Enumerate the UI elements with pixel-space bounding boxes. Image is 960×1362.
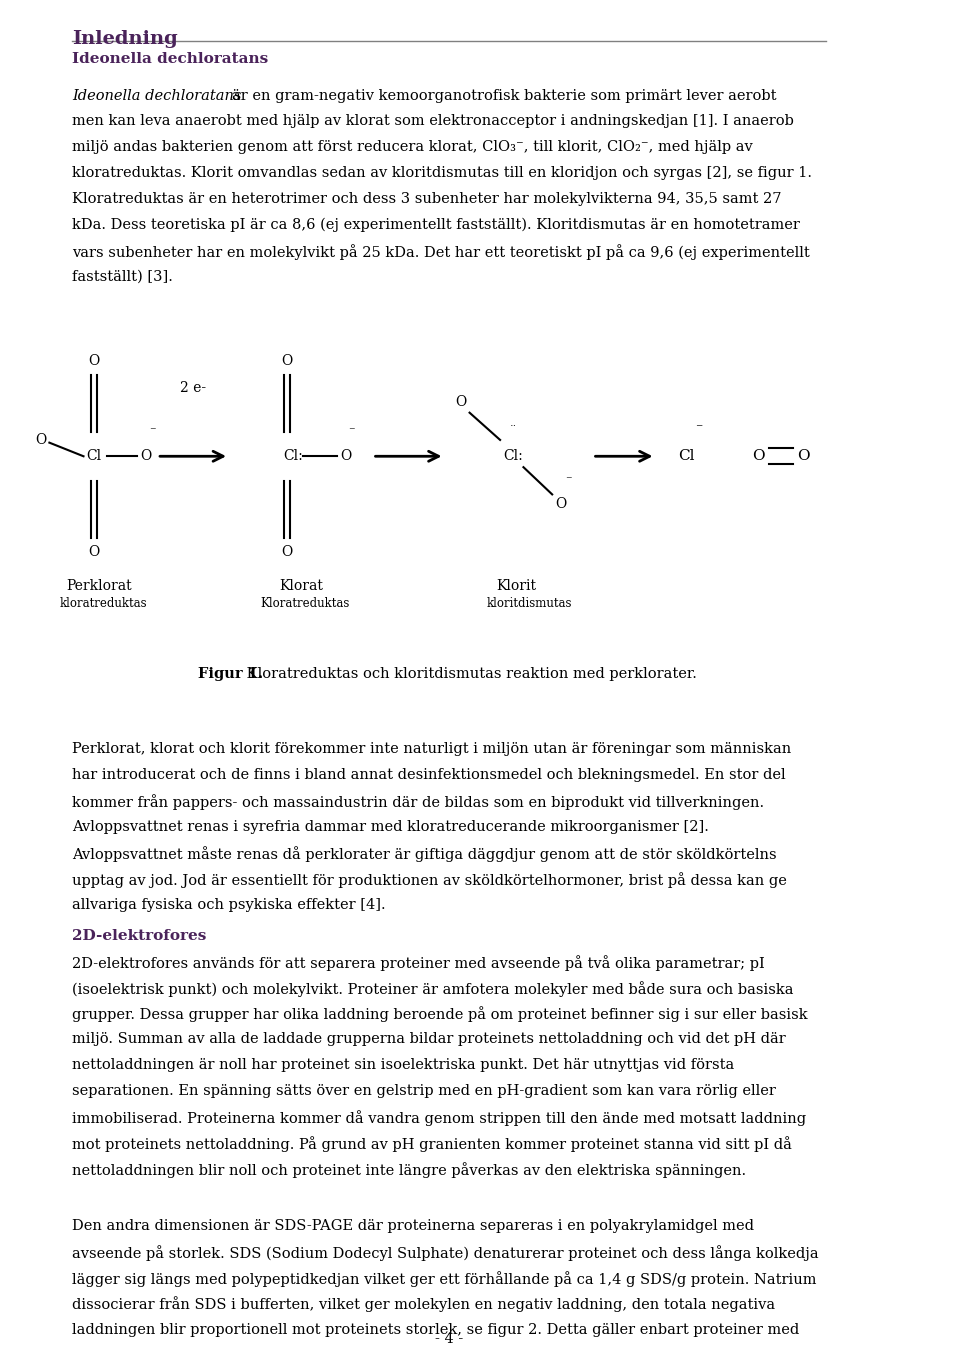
Text: nettoladdningen är noll har proteinet sin isoelektriska punkt. Det här utnyttjas: nettoladdningen är noll har proteinet si… bbox=[72, 1058, 734, 1072]
Text: har introducerat och de finns i bland annat desinfektionsmedel och blekningsmede: har introducerat och de finns i bland an… bbox=[72, 768, 785, 782]
Text: ⁻: ⁻ bbox=[348, 425, 355, 439]
Text: upptag av jod. Jod är essentiellt för produktionen av sköldkörtelhormoner, brist: upptag av jod. Jod är essentiellt för pr… bbox=[72, 872, 786, 888]
Text: kloritdismutas: kloritdismutas bbox=[487, 597, 572, 610]
Text: miljö andas bakterien genom att först reducera klorat, ClO₃⁻, till klorit, ClO₂⁻: miljö andas bakterien genom att först re… bbox=[72, 140, 753, 154]
Text: - 4 -: - 4 - bbox=[435, 1332, 463, 1346]
Text: vars subenheter har en molekylvikt på 25 kDa. Det har ett teoretiskt pI på ca 9,: vars subenheter har en molekylvikt på 25… bbox=[72, 244, 809, 260]
Text: 2D-elektrofores används för att separera proteiner med avseende på två olika par: 2D-elektrofores används för att separera… bbox=[72, 955, 764, 971]
Text: Avloppsvattnet renas i syrefria dammar med kloratreducerande mikroorganismer [2]: Avloppsvattnet renas i syrefria dammar m… bbox=[72, 820, 708, 834]
Text: O: O bbox=[141, 449, 152, 463]
Text: O: O bbox=[797, 449, 810, 463]
Text: O: O bbox=[35, 433, 46, 447]
Text: O: O bbox=[753, 449, 765, 463]
Text: Kloratreduktas är en heterotrimer och dess 3 subenheter har molekylvikterna 94, : Kloratreduktas är en heterotrimer och de… bbox=[72, 192, 781, 206]
Text: men kan leva anaerobt med hjälp av klorat som elektronacceptor i andningskedjan : men kan leva anaerobt med hjälp av klora… bbox=[72, 114, 794, 128]
Text: Den andra dimensionen är SDS-PAGE där proteinerna separeras i en polyakrylamidge: Den andra dimensionen är SDS-PAGE där pr… bbox=[72, 1219, 754, 1233]
Text: Perklorat: Perklorat bbox=[66, 579, 132, 592]
Text: miljö. Summan av alla de laddade grupperna bildar proteinets nettoladdning och v: miljö. Summan av alla de laddade grupper… bbox=[72, 1032, 785, 1046]
Text: Cl:: Cl: bbox=[284, 449, 303, 463]
Text: Cl:: Cl: bbox=[504, 449, 523, 463]
Text: Perklorat, klorat och klorit förekommer inte naturligt i miljön utan är förening: Perklorat, klorat och klorit förekommer … bbox=[72, 742, 791, 756]
Text: 2 e-: 2 e- bbox=[180, 381, 206, 395]
Text: dissocierar från SDS i bufferten, vilket ger molekylen en negativ laddning, den : dissocierar från SDS i bufferten, vilket… bbox=[72, 1297, 775, 1313]
Text: O: O bbox=[556, 497, 566, 511]
Text: O: O bbox=[340, 449, 351, 463]
Text: Cl: Cl bbox=[679, 449, 695, 463]
Text: kloratreduktas: kloratreduktas bbox=[60, 597, 147, 610]
Text: Cl: Cl bbox=[86, 449, 102, 463]
Text: kloratreduktas. Klorit omvandlas sedan av kloritdismutas till en kloridjon och s: kloratreduktas. Klorit omvandlas sedan a… bbox=[72, 166, 812, 180]
Text: grupper. Dessa grupper har olika laddning beroende på om proteinet befinner sig : grupper. Dessa grupper har olika laddnin… bbox=[72, 1007, 807, 1023]
Text: Avloppsvattnet måste renas då perklorater är giftiga däggdjur genom att de stör : Avloppsvattnet måste renas då perklorate… bbox=[72, 846, 777, 862]
Text: Inledning: Inledning bbox=[72, 30, 178, 48]
Text: O: O bbox=[88, 545, 100, 558]
Text: Kloratreduktas och kloritdismutas reaktion med perklorater.: Kloratreduktas och kloritdismutas reakti… bbox=[243, 667, 697, 681]
Text: avseende på storlek. SDS (Sodium Dodecyl Sulphate) denaturerar proteinet och des: avseende på storlek. SDS (Sodium Dodecyl… bbox=[72, 1245, 819, 1261]
Text: ⁻: ⁻ bbox=[150, 425, 156, 439]
Text: laddningen blir proportionell mot proteinets storlek, se figur 2. Detta gäller e: laddningen blir proportionell mot protei… bbox=[72, 1323, 799, 1336]
Text: O: O bbox=[281, 354, 293, 368]
Text: nettoladdningen blir noll och proteinet inte längre påverkas av den elektriska s: nettoladdningen blir noll och proteinet … bbox=[72, 1162, 746, 1178]
Text: kDa. Dess teoretiska pI är ca 8,6 (ej experimentellt fastställt). Kloritdismutas: kDa. Dess teoretiska pI är ca 8,6 (ej ex… bbox=[72, 218, 800, 233]
Text: O: O bbox=[281, 545, 293, 558]
Text: O: O bbox=[88, 354, 100, 368]
Text: O: O bbox=[455, 395, 467, 409]
Text: allvariga fysiska och psykiska effekter [4].: allvariga fysiska och psykiska effekter … bbox=[72, 898, 386, 911]
Text: lägger sig längs med polypeptidkedjan vilket ger ett förhållande på ca 1,4 g SDS: lägger sig längs med polypeptidkedjan vi… bbox=[72, 1271, 816, 1287]
Text: immobiliserad. Proteinerna kommer då vandra genom strippen till den ände med mot: immobiliserad. Proteinerna kommer då van… bbox=[72, 1110, 806, 1126]
Text: Klorat: Klorat bbox=[278, 579, 323, 592]
Text: (isoelektrisk punkt) och molekylvikt. Proteiner är amfotera molekyler med både s: (isoelektrisk punkt) och molekylvikt. Pr… bbox=[72, 981, 793, 997]
Text: kommer från pappers- och massaindustrin där de bildas som en biprodukt vid tillv: kommer från pappers- och massaindustrin … bbox=[72, 794, 764, 810]
Text: mot proteinets nettoladdning. På grund av pH granienten kommer proteinet stanna : mot proteinets nettoladdning. På grund a… bbox=[72, 1136, 792, 1152]
Text: Klorit: Klorit bbox=[496, 579, 537, 592]
Text: fastställt) [3].: fastställt) [3]. bbox=[72, 270, 173, 283]
Text: ⁻: ⁻ bbox=[695, 422, 702, 436]
Text: Kloratreduktas: Kloratreduktas bbox=[260, 597, 350, 610]
Text: ··: ·· bbox=[510, 421, 517, 432]
Text: är en gram-negativ kemoorganotrofisk bakterie som primärt lever aerobt: är en gram-negativ kemoorganotrofisk bak… bbox=[231, 89, 776, 102]
Text: 2D-elektrofores: 2D-elektrofores bbox=[72, 929, 206, 943]
Text: Ideonella dechloratans: Ideonella dechloratans bbox=[72, 89, 241, 102]
Text: Figur 1.: Figur 1. bbox=[198, 667, 262, 681]
Text: ⁻: ⁻ bbox=[565, 474, 571, 488]
Text: separationen. En spänning sätts över en gelstrip med en pH-gradient som kan vara: separationen. En spänning sätts över en … bbox=[72, 1084, 776, 1098]
Text: Ideonella dechloratans: Ideonella dechloratans bbox=[72, 52, 268, 65]
